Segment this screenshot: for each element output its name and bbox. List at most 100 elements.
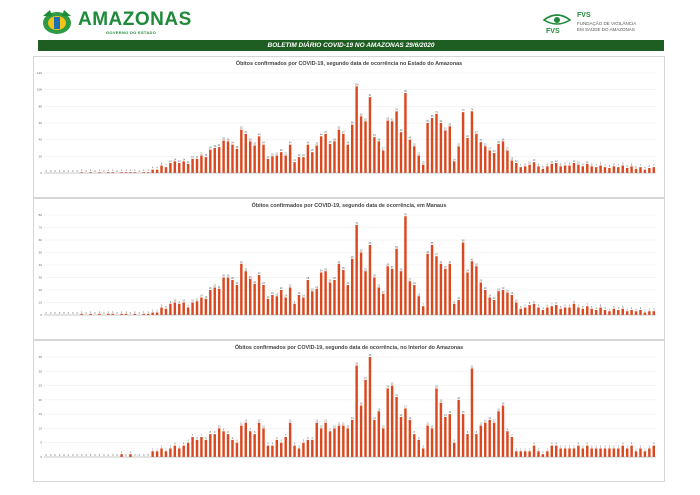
- data-label: 19: [497, 288, 500, 291]
- bar: [568, 307, 571, 315]
- data-label: 60: [440, 120, 443, 123]
- bar: [461, 242, 465, 315]
- data-label: 10: [320, 425, 323, 428]
- data-label: 21: [417, 153, 420, 156]
- bar: [311, 439, 314, 457]
- bar: [80, 313, 83, 315]
- bar: [288, 144, 292, 173]
- bar: [439, 402, 443, 457]
- bar: [275, 439, 279, 457]
- data-label: 4: [556, 443, 558, 446]
- bar: [417, 296, 420, 315]
- bar: [324, 271, 327, 315]
- data-label: 15: [417, 293, 420, 296]
- bar: [408, 139, 412, 173]
- bar: [368, 357, 372, 457]
- bar: [217, 147, 221, 173]
- data-label: 6: [312, 437, 314, 440]
- bar: [120, 313, 123, 315]
- data-label: 17: [404, 405, 407, 408]
- bar: [466, 272, 469, 315]
- data-label: 0: [50, 170, 52, 173]
- bar: [328, 431, 332, 457]
- bar: [470, 261, 474, 315]
- data-label: 0: [85, 454, 87, 457]
- bar: [390, 268, 394, 315]
- bar: [173, 302, 177, 315]
- data-label: 26: [329, 280, 332, 283]
- data-label: 4: [640, 307, 642, 310]
- bar: [448, 126, 452, 173]
- data-label: 35: [369, 354, 372, 357]
- data-label: 8: [525, 163, 527, 166]
- bar: [302, 442, 305, 457]
- bar: [328, 282, 332, 315]
- bar: [155, 169, 159, 173]
- bar: [448, 414, 452, 457]
- bar: [577, 307, 580, 315]
- bar: [528, 451, 531, 457]
- data-label: 68: [360, 113, 363, 116]
- bar: [226, 141, 230, 173]
- data-label: 39: [475, 263, 478, 266]
- bar: [169, 303, 172, 315]
- bar: [541, 310, 545, 315]
- data-label: 0: [59, 170, 61, 173]
- data-label: 16: [298, 292, 301, 295]
- data-label: 50: [360, 250, 363, 253]
- data-label: 3: [564, 445, 566, 448]
- bar: [146, 313, 150, 315]
- data-label: 19: [440, 400, 443, 403]
- y-tick-label: 0: [40, 455, 42, 459]
- bar: [639, 310, 642, 315]
- bar: [461, 112, 465, 173]
- bar: [581, 308, 585, 315]
- data-label: 25: [280, 149, 283, 152]
- data-label: 3: [591, 445, 593, 448]
- data-label: 6: [538, 305, 540, 308]
- data-label: 1: [121, 169, 123, 172]
- bar: [599, 448, 602, 457]
- data-label: 41: [440, 261, 443, 264]
- bar: [648, 168, 651, 173]
- data-label: 16: [271, 292, 274, 295]
- data-label: 13: [488, 417, 491, 420]
- bar: [639, 448, 642, 457]
- bar: [599, 165, 602, 173]
- bar: [643, 169, 647, 173]
- data-label: 3: [573, 445, 575, 448]
- bar: [515, 451, 518, 457]
- bar: [404, 216, 407, 315]
- bar: [222, 431, 225, 457]
- data-label: 4: [183, 443, 185, 446]
- bar: [355, 86, 358, 173]
- bar: [506, 150, 509, 173]
- bar: [590, 166, 593, 173]
- bar: [475, 133, 478, 173]
- bar: [311, 291, 314, 315]
- data-label: 10: [422, 162, 425, 165]
- bar: [178, 303, 181, 315]
- chart-panel-state: Óbitos confirmados por COVID-19, segundo…: [33, 56, 665, 198]
- bar: [506, 431, 509, 457]
- bar: [235, 442, 239, 457]
- data-label: 14: [488, 295, 491, 298]
- bar: [248, 278, 252, 315]
- y-tick-label: 20: [39, 398, 43, 402]
- bar: [337, 263, 341, 315]
- bar: [350, 124, 354, 173]
- bar: [204, 298, 208, 315]
- bar: [484, 422, 487, 457]
- data-label: 32: [413, 143, 416, 146]
- bar: [346, 144, 350, 173]
- bar: [315, 145, 318, 173]
- data-label: 27: [364, 377, 367, 380]
- bar: [350, 419, 354, 457]
- data-label: 0: [94, 170, 96, 173]
- bar: [111, 172, 114, 173]
- bar: [377, 141, 381, 173]
- data-label: 41: [338, 261, 341, 264]
- bar: [160, 165, 163, 173]
- data-label: 24: [262, 282, 265, 285]
